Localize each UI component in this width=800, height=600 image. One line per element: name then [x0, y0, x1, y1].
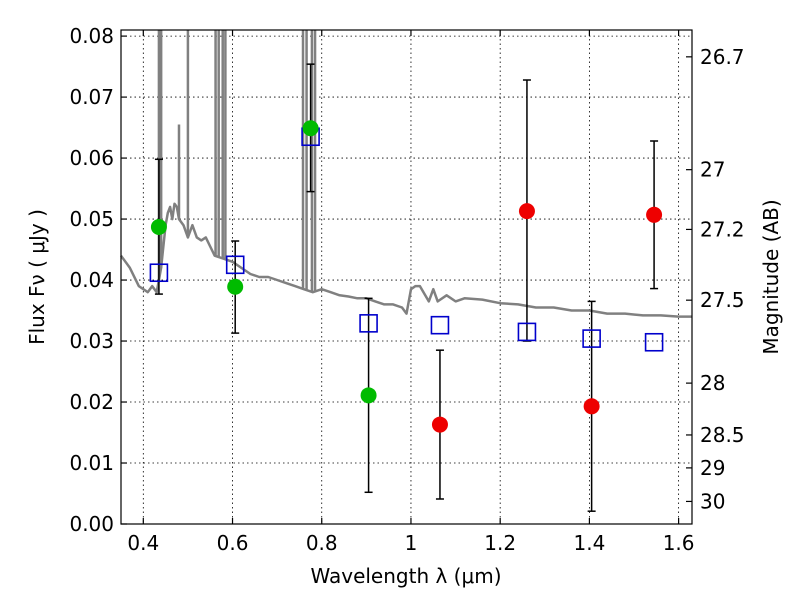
- y-tick-label: 0.05: [69, 207, 114, 231]
- x-tick-label: 0.8: [306, 531, 338, 555]
- detected-point: [227, 278, 244, 295]
- y2-tick-label: 27.5: [700, 288, 745, 312]
- y-tick-label: 0.08: [69, 24, 114, 48]
- model-band-square: [582, 329, 601, 348]
- x-tick-label: 1: [405, 531, 418, 555]
- upper-limit-point: [583, 398, 600, 415]
- detected-point: [360, 387, 377, 404]
- model-band-square: [430, 315, 450, 335]
- y-tick-label: 0.03: [69, 329, 114, 353]
- y2-tick-label: 28.5: [700, 423, 745, 447]
- y2-tick-label: 27: [700, 158, 725, 182]
- x-tick-label: 0.6: [217, 531, 249, 555]
- model-band-square: [644, 332, 664, 352]
- y-tick-label: 0.04: [69, 268, 114, 292]
- marker-layer: [149, 120, 664, 433]
- y2-tick-label: 27.2: [700, 217, 745, 241]
- template-spectrum-line: [119, 202, 692, 318]
- y2-axis-label: Magnitude (AB): [759, 199, 783, 354]
- plot-frame: [120, 29, 693, 525]
- upper-limit-point: [646, 206, 663, 223]
- y2-tick-label: 29: [700, 456, 725, 480]
- upper-limit-point: [431, 416, 448, 433]
- y-tick-label: 0.01: [69, 451, 114, 475]
- x-tick-layer: 0.4 0.6 0.8 1 1.2 1.4 1.6: [127, 30, 695, 555]
- detected-point: [302, 120, 319, 137]
- detected-point: [150, 218, 167, 235]
- y2-tick-label: 30: [700, 489, 725, 513]
- model-band-square: [149, 263, 169, 283]
- upper-limit-point: [518, 203, 535, 220]
- x-tick-label: 1.4: [573, 531, 605, 555]
- y2-tick-label: 28: [700, 371, 725, 395]
- model-band-square: [225, 255, 245, 275]
- y-axis-label: Flux Fν ( μJy ): [25, 209, 49, 345]
- x-tick-label: 1.2: [484, 531, 516, 555]
- y2-tick-label: 26.7: [700, 45, 745, 69]
- y2-tick-layer: 26.7 27 27.2 27.5 28 28.5 29 30: [686, 45, 745, 513]
- x-tick-label: 1.6: [663, 531, 695, 555]
- y-tick-label: 0.06: [69, 146, 114, 170]
- template-spectrum-layer: [119, 30, 692, 318]
- y-tick-label: 0.00: [69, 512, 114, 536]
- model-band-square: [517, 322, 537, 342]
- model-band-square: [359, 314, 378, 333]
- y-tick-label: 0.02: [69, 390, 114, 414]
- y-tick-layer: 0.00 0.01 0.02 0.03 0.04 0.05 0.06 0.07 0.08: [69, 24, 127, 536]
- y-tick-label: 0.07: [69, 85, 114, 109]
- x-axis-label: Wavelength λ (μm): [310, 564, 501, 588]
- grid-layer: [121, 30, 692, 525]
- x-tick-label: 0.4: [127, 531, 159, 555]
